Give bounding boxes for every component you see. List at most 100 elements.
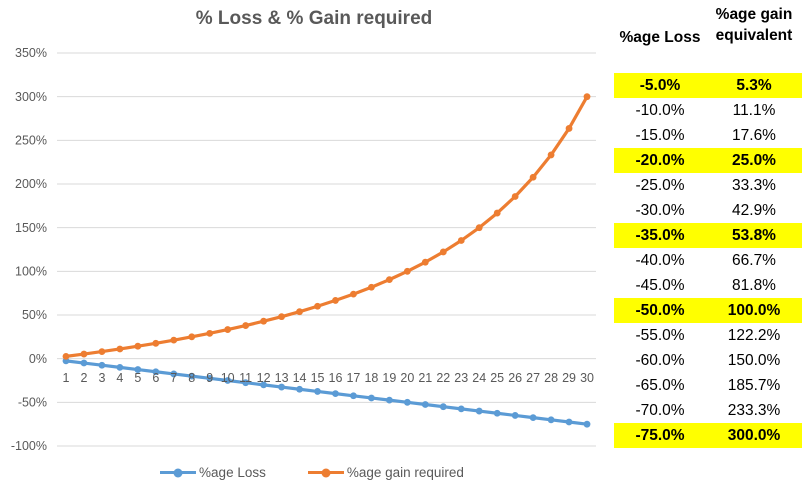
svg-text:-100%: -100% [11, 439, 47, 453]
svg-text:27: 27 [526, 371, 540, 385]
col-header-loss[interactable]: %age Loss [619, 29, 701, 46]
svg-text:11: 11 [239, 371, 252, 385]
table-header: %age Loss %age gain equivalent [614, 0, 802, 48]
table-body: -5.0% 5.3% -10.0% 11.1% -15.0% 17.6% -20.0% 25.… [614, 73, 802, 448]
svg-text:50%: 50% [22, 308, 47, 322]
table-row[interactable]: -50.0% 100.0% [614, 298, 802, 323]
gain-cell[interactable]: 53.8% [732, 227, 776, 244]
gain-cell[interactable]: 5.3% [736, 77, 772, 94]
table-row[interactable]: -40.0% 66.7% [614, 248, 802, 273]
gain-cell[interactable]: 150.0% [727, 352, 781, 369]
svg-text:250%: 250% [15, 134, 47, 148]
svg-text:28: 28 [544, 371, 558, 385]
gain-cell[interactable]: 17.6% [732, 127, 776, 144]
svg-text:16: 16 [329, 371, 343, 385]
svg-text:20: 20 [400, 371, 414, 385]
gain-cell[interactable]: 66.7% [732, 252, 776, 269]
chart-object[interactable]: 350% 300% 250% 200% 150% 100% 50% 0% -50% -100% 1 2… [0, 0, 612, 492]
loss-cell[interactable]: -65.0% [635, 377, 685, 394]
svg-text:19: 19 [382, 371, 396, 385]
loss-cell[interactable]: -35.0% [635, 227, 685, 244]
gain-cell[interactable]: 11.1% [732, 102, 776, 119]
svg-text:5: 5 [134, 371, 141, 385]
svg-text:7: 7 [170, 371, 177, 385]
svg-text:14: 14 [293, 371, 307, 385]
table-spacer [614, 48, 802, 73]
loss-cell[interactable]: -40.0% [635, 252, 685, 269]
svg-text:3: 3 [98, 371, 105, 385]
svg-text:17: 17 [346, 371, 360, 385]
gridlines [57, 52, 596, 447]
svg-text:100%: 100% [15, 265, 47, 279]
loss-cell[interactable]: -45.0% [635, 277, 685, 294]
svg-text:6: 6 [152, 371, 159, 385]
loss-cell[interactable]: -55.0% [635, 327, 685, 344]
table-row[interactable]: -60.0% 150.0% [614, 348, 802, 373]
gain-cell[interactable]: 81.8% [732, 277, 776, 294]
loss-cell[interactable]: -25.0% [635, 177, 685, 194]
table-row[interactable]: -55.0% 122.2% [614, 323, 802, 348]
svg-text:22: 22 [436, 371, 450, 385]
chart-plot: 350%300%250%200%150%100%50%0%-50%-100%1 2… [11, 46, 596, 453]
legend-item-gain[interactable]: %age gain required [307, 465, 464, 480]
table-row[interactable]: -65.0% 185.7% [614, 373, 802, 398]
loss-cell[interactable]: -30.0% [635, 202, 685, 219]
loss-cell[interactable]: -5.0% [639, 77, 681, 94]
gain-cell[interactable]: 33.3% [732, 177, 776, 194]
svg-text:26: 26 [508, 371, 522, 385]
gain-cell[interactable]: 233.3% [727, 402, 781, 419]
svg-text:2: 2 [80, 371, 87, 385]
line-marker-icon [307, 468, 344, 477]
svg-text:0%: 0% [29, 352, 47, 366]
svg-text:10: 10 [221, 371, 235, 385]
svg-text:21: 21 [418, 371, 432, 385]
table-row[interactable]: -25.0% 33.3% [614, 173, 802, 198]
table-row[interactable]: -45.0% 81.8% [614, 273, 802, 298]
svg-text:300%: 300% [15, 90, 47, 104]
table-row[interactable]: -10.0% 11.1% [614, 98, 802, 123]
table-row[interactable]: -35.0% 53.8% [614, 223, 802, 248]
loss-cell[interactable]: -75.0% [635, 427, 685, 444]
loss-cell[interactable]: -10.0% [635, 102, 685, 119]
svg-text:18: 18 [364, 371, 378, 385]
line-marker-icon [160, 468, 197, 477]
loss-cell[interactable]: -50.0% [635, 302, 685, 319]
gain-cell[interactable]: 100.0% [727, 302, 781, 319]
loss-cell[interactable]: -20.0% [635, 152, 685, 169]
svg-text:4: 4 [116, 371, 123, 385]
chart-title: % Loss & % Gain required [195, 8, 433, 29]
legend-item-loss[interactable]: %age Loss [160, 465, 266, 480]
gain-cell[interactable]: 42.9% [732, 202, 776, 219]
table-row[interactable]: -20.0% 25.0% [614, 148, 802, 173]
svg-text:24: 24 [472, 371, 486, 385]
gain-cell[interactable]: 185.7% [727, 377, 781, 394]
gain-cell[interactable]: 25.0% [732, 152, 776, 169]
series-gain [62, 93, 591, 360]
x-axis-labels: 1 2 3 4 5 6 7 8 9 10 11 12 13 14 15 16 17 18 19 20 21 22 23 24 2… [63, 371, 595, 385]
series-loss [62, 357, 591, 428]
loss-gain-table: %age Loss %age gain equivalent -5.0% 5.3%… [614, 0, 802, 492]
legend-label-loss: %age Loss [199, 465, 266, 480]
gain-cell[interactable]: 122.2% [727, 327, 781, 344]
svg-text:29: 29 [562, 371, 576, 385]
loss-cell[interactable]: -15.0% [635, 127, 685, 144]
table-row[interactable]: -75.0% 300.0% [614, 423, 802, 448]
svg-text:200%: 200% [15, 177, 47, 191]
loss-cell[interactable]: -60.0% [635, 352, 685, 369]
svg-text:30: 30 [580, 371, 594, 385]
loss-cell[interactable]: -70.0% [635, 402, 685, 419]
svg-text:8: 8 [188, 371, 195, 385]
gain-cell[interactable]: 300.0% [727, 427, 781, 444]
svg-text:23: 23 [454, 371, 468, 385]
table-row[interactable]: -5.0% 5.3% [614, 73, 802, 98]
table-row[interactable]: -30.0% 42.9% [614, 198, 802, 223]
y-axis-labels: 350% 300% 250% 200% 150% 100% 50% 0% -50% -100% [11, 46, 47, 453]
svg-text:12: 12 [257, 371, 271, 385]
svg-text:15: 15 [311, 371, 325, 385]
svg-text:25: 25 [490, 371, 504, 385]
svg-text:-50%: -50% [18, 396, 47, 410]
col-header-gain[interactable]: %age gain equivalent [715, 6, 793, 44]
table-row[interactable]: -15.0% 17.6% [614, 123, 802, 148]
table-row[interactable]: -70.0% 233.3% [614, 398, 802, 423]
